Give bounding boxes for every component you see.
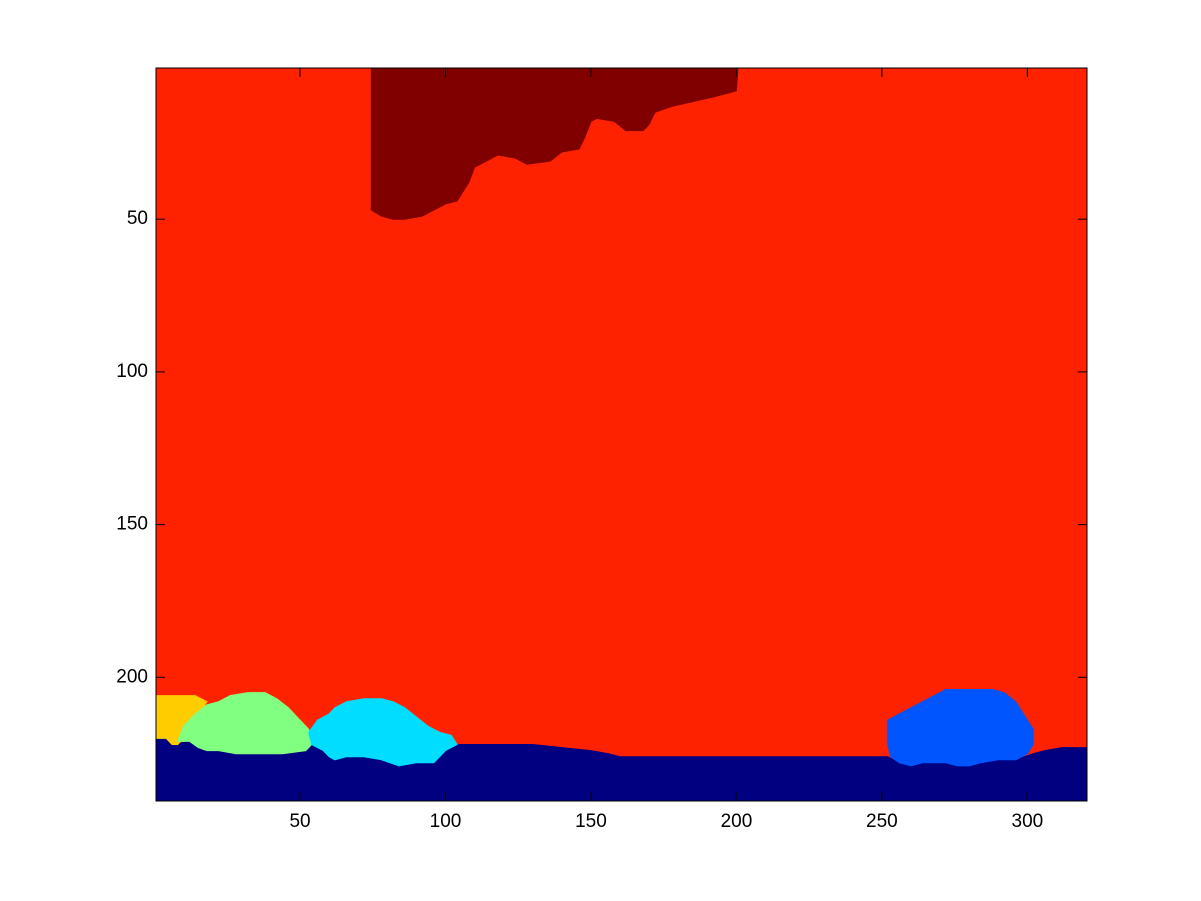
y-tick-label: 50 (127, 208, 148, 229)
axes-box (155, 67, 1088, 802)
region-object-blue (887, 689, 1034, 767)
y-tick-label: 100 (116, 361, 148, 382)
region-object-cyan (308, 698, 458, 767)
x-tick-label: 150 (575, 811, 607, 832)
region-object-green (177, 692, 313, 755)
region-top-region (370, 68, 739, 220)
x-tick-label: 250 (866, 811, 898, 832)
y-tick-label: 200 (116, 666, 148, 687)
axis-ticks: 50 100 150 200 250 300 50 100 150 200 (116, 68, 1087, 832)
x-tick-label: 100 (430, 811, 462, 832)
x-tick-label: 200 (721, 811, 753, 832)
segmentation-regions (156, 68, 1087, 801)
x-tick-label: 50 (289, 811, 310, 832)
plot-area: 50 100 150 200 250 300 50 100 150 200 (116, 67, 1088, 832)
region-background (156, 68, 1087, 801)
y-tick-label: 150 (116, 514, 148, 535)
x-tick-label: 300 (1012, 811, 1044, 832)
